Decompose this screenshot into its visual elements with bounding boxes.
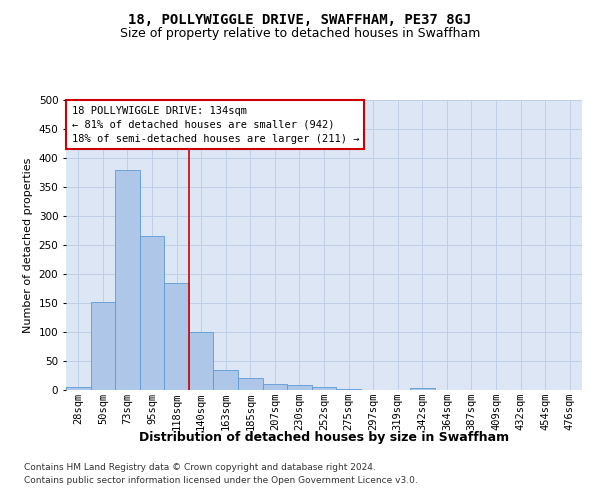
Bar xyxy=(66,387,91,390)
Y-axis label: Number of detached properties: Number of detached properties xyxy=(23,158,33,332)
Bar xyxy=(115,170,140,390)
Text: Distribution of detached houses by size in Swaffham: Distribution of detached houses by size … xyxy=(139,431,509,444)
Bar xyxy=(312,387,336,390)
Text: Contains HM Land Registry data © Crown copyright and database right 2024.: Contains HM Land Registry data © Crown c… xyxy=(24,464,376,472)
Text: 18, POLLYWIGGLE DRIVE, SWAFFHAM, PE37 8GJ: 18, POLLYWIGGLE DRIVE, SWAFFHAM, PE37 8G… xyxy=(128,12,472,26)
Bar xyxy=(189,332,214,390)
Bar xyxy=(238,378,263,390)
Bar xyxy=(214,370,238,390)
Text: Size of property relative to detached houses in Swaffham: Size of property relative to detached ho… xyxy=(120,28,480,40)
Text: Contains public sector information licensed under the Open Government Licence v3: Contains public sector information licen… xyxy=(24,476,418,485)
Bar xyxy=(410,388,434,390)
Text: 18 POLLYWIGGLE DRIVE: 134sqm
← 81% of detached houses are smaller (942)
18% of s: 18 POLLYWIGGLE DRIVE: 134sqm ← 81% of de… xyxy=(71,106,359,144)
Bar xyxy=(287,386,312,390)
Bar xyxy=(91,302,115,390)
Bar xyxy=(263,384,287,390)
Bar xyxy=(336,389,361,390)
Bar xyxy=(140,236,164,390)
Bar xyxy=(164,282,189,390)
